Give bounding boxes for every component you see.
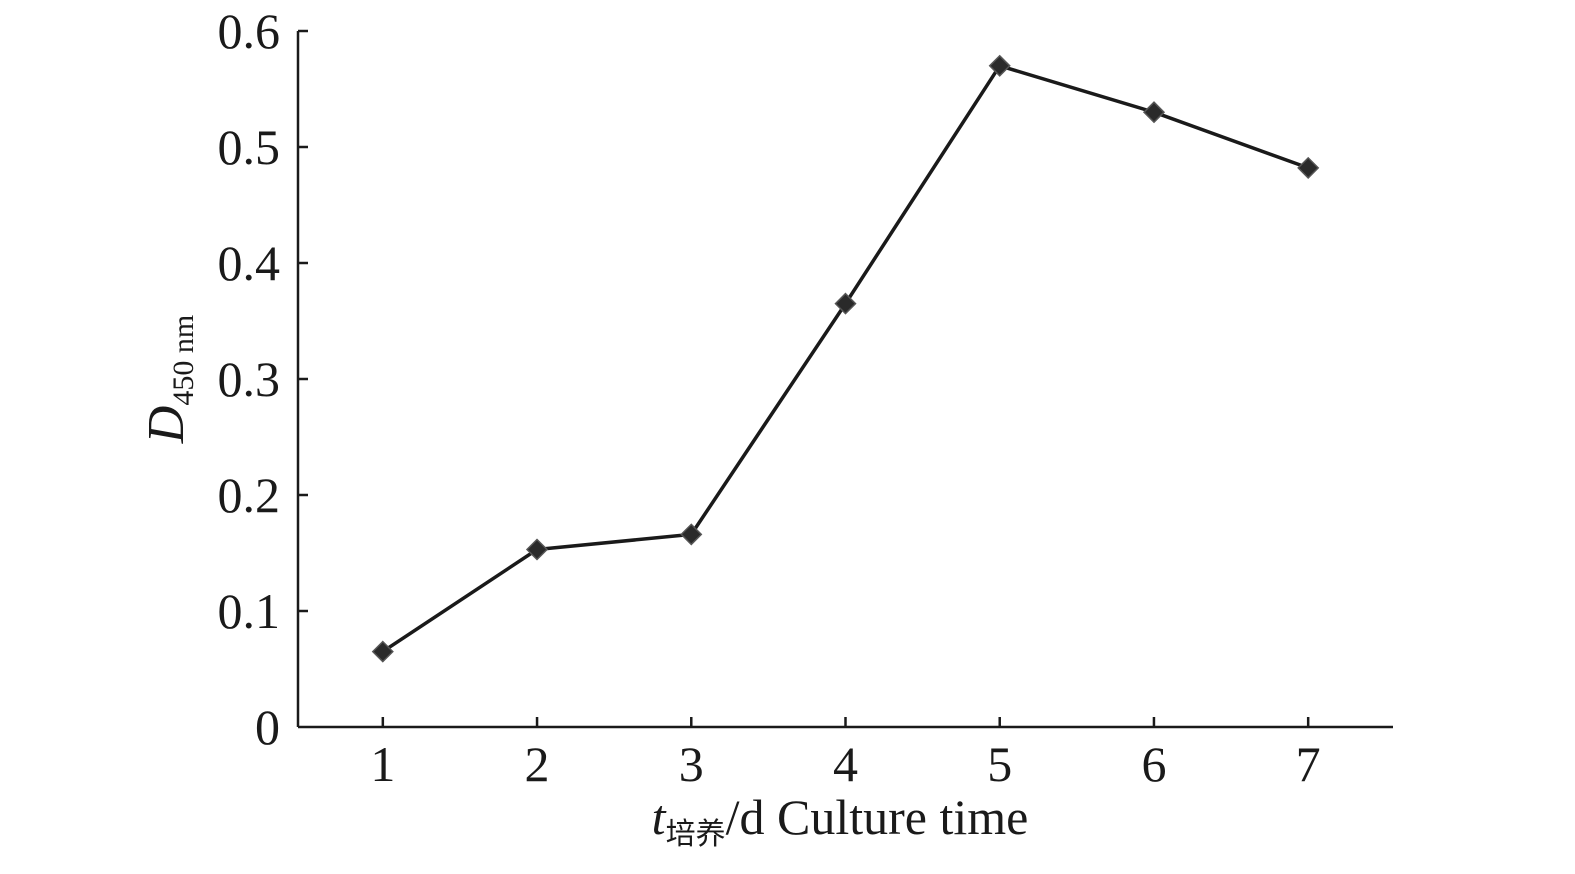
data-point: [1142, 101, 1166, 124]
axes: [296, 31, 1393, 729]
y-axis-title: D450 nm: [138, 315, 200, 444]
x-axis-title-unit: /d Culture time: [726, 789, 1029, 845]
y-tick-label: 0.4: [218, 235, 281, 291]
y-tick-label: 0.5: [218, 119, 281, 175]
y-axis-title-subscript: 450 nm: [167, 315, 200, 406]
series-line: [381, 64, 1309, 654]
data-point: [1297, 156, 1320, 179]
data-point: [680, 523, 703, 546]
x-tick-label: 7: [1296, 736, 1321, 792]
y-tick-label: 0.2: [218, 467, 281, 523]
y-tick-label: 0.1: [218, 583, 281, 639]
data-point: [988, 54, 1011, 77]
y-ticks: 0 0.1 0.2 0.3 0.4 0.5 0.6: [218, 3, 308, 755]
x-tick-label: 5: [987, 736, 1012, 792]
x-axis-title: t培养/d Culture time: [652, 789, 1029, 851]
series: [371, 54, 1320, 663]
x-tick-label: 4: [833, 736, 858, 792]
data-point: [371, 640, 394, 663]
x-ticks: 1 2 3 4 5 6 7: [370, 717, 1321, 792]
x-tick-label: 1: [370, 736, 395, 792]
y-tick-label: 0.6: [218, 3, 281, 59]
y-axis-title-main: D: [138, 406, 195, 445]
y-tick-label: 0.3: [218, 351, 281, 407]
x-axis-title-main: t: [652, 789, 667, 845]
x-axis-title-subscript: 培养: [666, 818, 726, 851]
x-tick-label: 3: [679, 736, 704, 792]
data-point: [525, 538, 549, 561]
data-point: [834, 292, 857, 315]
x-tick-label: 6: [1141, 736, 1166, 792]
y-tick-label: 0: [255, 699, 280, 755]
x-tick-label: 2: [525, 736, 550, 792]
